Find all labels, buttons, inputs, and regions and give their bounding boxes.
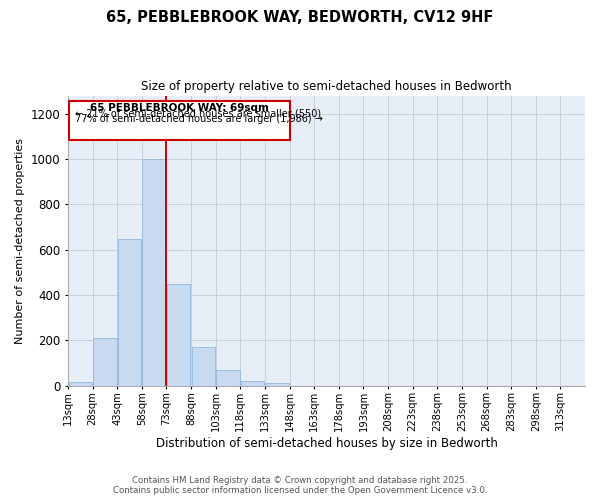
Bar bbox=[142, 159, 166, 386]
X-axis label: Distribution of semi-detached houses by size in Bedworth: Distribution of semi-detached houses by … bbox=[155, 437, 497, 450]
Bar bbox=[241, 381, 264, 386]
Bar bbox=[167, 284, 190, 386]
Text: 65, PEBBLEBROOK WAY, BEDWORTH, CV12 9HF: 65, PEBBLEBROOK WAY, BEDWORTH, CV12 9HF bbox=[106, 10, 494, 25]
Bar bbox=[118, 240, 141, 386]
Text: Contains HM Land Registry data © Crown copyright and database right 2025.: Contains HM Land Registry data © Crown c… bbox=[132, 476, 468, 485]
Text: ← 21% of semi-detached houses are smaller (550): ← 21% of semi-detached houses are smalle… bbox=[76, 108, 322, 118]
Text: Contains public sector information licensed under the Open Government Licence v3: Contains public sector information licen… bbox=[113, 486, 487, 495]
Y-axis label: Number of semi-detached properties: Number of semi-detached properties bbox=[15, 138, 25, 344]
Text: 65 PEBBLEBROOK WAY: 69sqm: 65 PEBBLEBROOK WAY: 69sqm bbox=[90, 103, 269, 113]
Bar bbox=[217, 370, 239, 386]
Title: Size of property relative to semi-detached houses in Bedworth: Size of property relative to semi-detach… bbox=[141, 80, 512, 93]
Bar bbox=[266, 384, 289, 386]
Bar bbox=[68, 382, 92, 386]
Bar bbox=[69, 101, 290, 140]
Bar bbox=[192, 347, 215, 386]
Bar bbox=[93, 338, 116, 386]
Text: 77% of semi-detached houses are larger (1,986) →: 77% of semi-detached houses are larger (… bbox=[76, 114, 323, 124]
